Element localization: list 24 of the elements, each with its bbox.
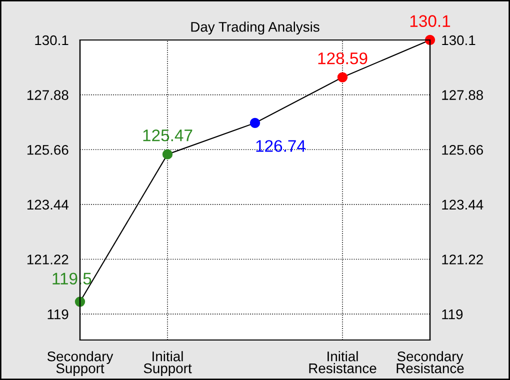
y2-tick-label: 121.22 [442, 254, 483, 264]
y2-tick-label: 130.1 [442, 35, 476, 46]
y2-tick-label: 123.44 [442, 200, 484, 210]
point [250, 118, 260, 128]
y2-tick-label: 119 [442, 309, 463, 320]
point [162, 149, 173, 160]
y2-tick-label: 125.66 [442, 144, 483, 155]
y-tick-label: 125.66 [27, 144, 68, 155]
x-tick-label: Initial Support [144, 351, 192, 376]
y2-tick-label: 127.88 [442, 90, 483, 100]
x-tick-label: Initial Resistance [309, 351, 376, 374]
y-tick-label: 121.22 [27, 254, 68, 264]
data-label: 126.74 [256, 140, 306, 152]
y-tick-label: 119 [48, 309, 68, 320]
point [337, 72, 348, 82]
y-tick-label: 130.1 [35, 35, 68, 46]
y-tick-label: 123.44 [27, 200, 68, 210]
data-label: 128.59 [318, 52, 368, 64]
data-label: 125.47 [143, 130, 192, 142]
y-tick-label: 127.88 [27, 90, 68, 100]
data-label: 130.1 [410, 15, 450, 27]
chart-title: Day Trading Analysis [191, 22, 320, 35]
x-tick-label: Secondary Support [47, 351, 114, 376]
x-tick-label: Secondary Resistance [396, 351, 464, 374]
